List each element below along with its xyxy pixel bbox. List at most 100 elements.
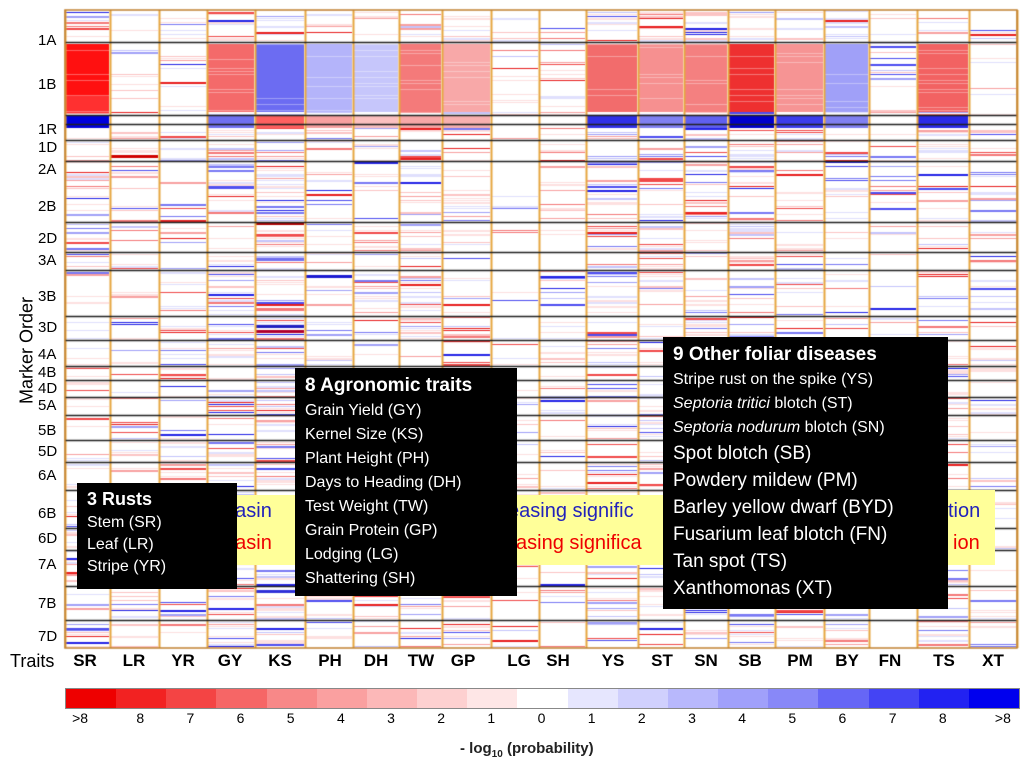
rusts-item: Stripe (YR) xyxy=(87,558,167,575)
trait-label: ST xyxy=(651,651,673,670)
agronomic-item: Kernel Size (KS) xyxy=(305,426,424,443)
foliar-title: 9 Other foliar diseases xyxy=(673,344,877,365)
chromosome-label: 5D xyxy=(38,443,58,460)
colorbar xyxy=(65,688,1020,709)
colorbar-tick-label: 1 xyxy=(587,710,596,726)
colorbar-swatch xyxy=(216,689,267,708)
colorbar-tick-label: 5 xyxy=(286,710,295,726)
colorbar-swatch xyxy=(868,689,919,708)
chromosome-label: 3A xyxy=(38,252,57,269)
colorbar-tick-label: 7 xyxy=(888,710,897,726)
colorbar-tick-label: 3 xyxy=(688,710,696,726)
colorbar-swatch xyxy=(567,689,618,708)
colorbar-swatch xyxy=(166,689,217,708)
colorbar-swatch xyxy=(266,689,317,708)
trait-label: YS xyxy=(601,651,625,670)
colorbar-tick-label: 4 xyxy=(738,710,747,726)
colorbar-tick-label: 2 xyxy=(437,710,446,726)
chromosome-label: 6D xyxy=(38,530,58,547)
colorbar-swatch xyxy=(467,689,518,708)
chromosome-label: 1B xyxy=(38,76,57,93)
blue-text-right: tion xyxy=(948,500,981,522)
trait-label: LG xyxy=(507,651,531,670)
red-text-mid: asing significa xyxy=(516,532,642,554)
trait-label: GP xyxy=(450,651,476,670)
foliar-item: Spot blotch (SB) xyxy=(673,443,812,464)
trait-label: BY xyxy=(835,651,859,670)
foliar-item: Tan spot (TS) xyxy=(673,551,788,572)
trait-label: KS xyxy=(268,651,292,670)
chromosome-label: 3D xyxy=(38,319,58,336)
red-text-right: ion xyxy=(953,532,980,554)
colorbar-swatch xyxy=(818,689,869,708)
chromosome-label: 4D xyxy=(38,380,58,397)
agronomic-item: Grain Protein (GP) xyxy=(305,522,438,539)
agronomic-item: Test Weight (TW) xyxy=(305,498,429,515)
colorbar-tick-label: 1 xyxy=(487,710,496,726)
agronomic-item: Lodging (LG) xyxy=(305,546,399,563)
colorbar-swatch xyxy=(316,689,367,708)
x-axis-title: Traits xyxy=(10,651,55,671)
colorbar-tick-label: 2 xyxy=(637,710,646,726)
chromosome-label: 1A xyxy=(38,32,57,49)
colorbar-tick-label: >8 xyxy=(72,710,89,726)
rusts-item: Leaf (LR) xyxy=(87,536,154,553)
colorbar-swatch xyxy=(918,689,969,708)
foliar-item: Septoria nodurum blotch (SN) xyxy=(673,419,885,436)
colorbar-tick-label: 3 xyxy=(387,710,395,726)
colorbar-swatch xyxy=(417,689,468,708)
colorbar-tick-label: 4 xyxy=(336,710,345,726)
chromosome-label: 7D xyxy=(38,628,58,645)
colorbar-swatch xyxy=(768,689,819,708)
foliar-item: Fusarium leaf blotch (FN) xyxy=(673,524,888,545)
colorbar-tick-label: 8 xyxy=(136,710,145,726)
agronomic-item: Shattering (SH) xyxy=(305,570,416,587)
colorbar-swatch xyxy=(116,689,167,708)
trait-label: GY xyxy=(217,651,243,670)
foliar-item: Xanthomonas (XT) xyxy=(673,578,833,599)
agronomic-box: 8 Agronomic traits Grain Yield (GY) Kern… xyxy=(295,368,517,596)
colorbar-tick-label: 6 xyxy=(838,710,847,726)
colorbar-tick-label: 6 xyxy=(236,710,245,726)
agronomic-item: Days to Heading (DH) xyxy=(305,474,462,491)
chromosome-label: 1D xyxy=(38,139,58,156)
trait-label: YR xyxy=(171,651,195,670)
agronomic-item: Grain Yield (GY) xyxy=(305,402,422,419)
trait-label: PH xyxy=(318,651,342,670)
rusts-box: 3 Rusts Stem (SR) Leaf (LR) Stripe (YR) xyxy=(77,483,237,589)
chromosome-label: 2D xyxy=(38,230,58,247)
colorbar-swatch xyxy=(617,689,668,708)
trait-label: SB xyxy=(738,651,762,670)
chromosome-label: 4A xyxy=(38,346,57,363)
chromosome-label: 2B xyxy=(38,198,57,215)
chromosome-label: 7A xyxy=(38,556,57,573)
colorbar-swatch xyxy=(517,689,568,708)
chromosome-label: 7B xyxy=(38,595,57,612)
colorbar-tick-label: 7 xyxy=(186,710,195,726)
blue-text-mid: easing signific xyxy=(508,500,634,522)
foliar-item: Powdery mildew (PM) xyxy=(673,470,858,491)
rusts-item: Stem (SR) xyxy=(87,514,162,531)
trait-label: DH xyxy=(363,651,389,670)
colorbar-swatch xyxy=(66,689,117,708)
foliar-box: 9 Other foliar diseases Stripe rust on t… xyxy=(663,337,948,609)
trait-label: FN xyxy=(878,651,902,670)
colorbar-swatch xyxy=(366,689,418,708)
colorbar-tick-label: >8 xyxy=(994,710,1011,726)
trait-label: TS xyxy=(933,651,955,670)
trait-label: TW xyxy=(407,651,435,670)
chromosome-label: 1R xyxy=(38,121,58,138)
colorbar-label: - log10 (probability) xyxy=(460,740,594,760)
chromosome-label: 4B xyxy=(38,364,57,381)
colorbar-swatch xyxy=(718,689,769,708)
chromosome-label: 3B xyxy=(38,288,57,305)
colorbar-tick-label: 0 xyxy=(537,710,546,726)
chromosome-label: 6A xyxy=(38,467,57,484)
colorbar-swatch xyxy=(667,689,719,708)
agronomic-title: 8 Agronomic traits xyxy=(305,375,473,396)
trait-label: PM xyxy=(787,651,813,670)
legend-highlight-right xyxy=(940,490,995,565)
rusts-title: 3 Rusts xyxy=(87,489,153,509)
colorbar-tick-label: 5 xyxy=(788,710,797,726)
chromosome-label: 5B xyxy=(38,422,57,439)
